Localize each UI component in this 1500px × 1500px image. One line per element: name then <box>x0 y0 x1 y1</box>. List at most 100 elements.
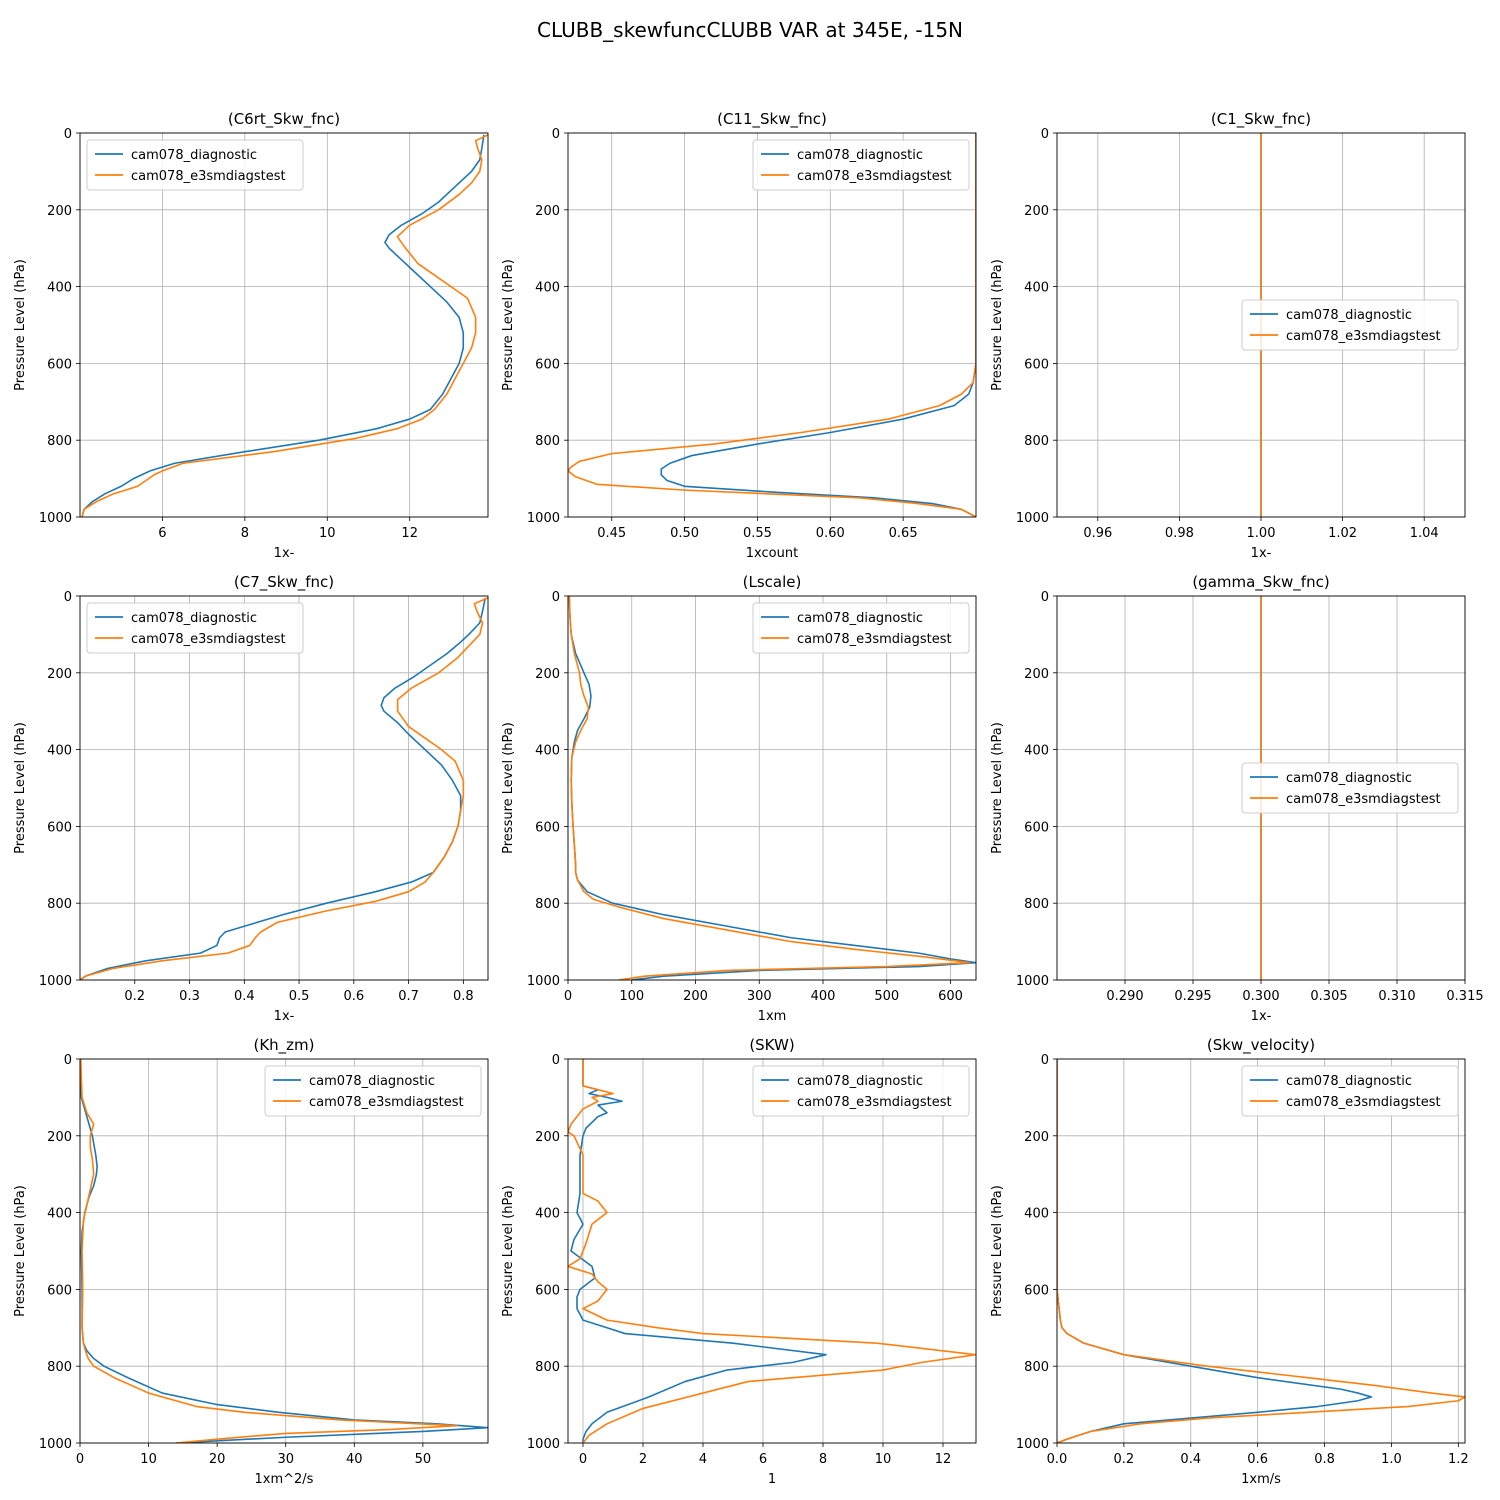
legend-label-1: cam078_diagnostic <box>1286 308 1412 323</box>
series-group <box>80 1059 488 1443</box>
x-tick-label: 40 <box>346 1452 363 1467</box>
series-line-2 <box>80 1059 458 1443</box>
x-axis-label: 1xm <box>758 1009 787 1024</box>
y-tick-label: 0 <box>64 127 72 142</box>
legend-label-2: cam078_e3smdiagstest <box>797 169 952 184</box>
y-tick-label: 200 <box>47 204 72 219</box>
legend-label-2: cam078_e3smdiagstest <box>797 632 952 647</box>
x-tick-label: 2 <box>639 1452 647 1467</box>
series-line-1 <box>80 597 487 980</box>
x-axis-label: 1 <box>768 1472 776 1487</box>
x-tick-label: 0.6 <box>1247 1452 1268 1467</box>
x-axis-label: 1x- <box>1251 546 1272 561</box>
panel-title: (Kh_zm) <box>253 1036 314 1055</box>
legend: cam078_diagnostic cam078_e3smdiagstest <box>752 1065 970 1117</box>
series-line-2 <box>80 597 488 980</box>
y-tick-label: 400 <box>1024 1207 1049 1222</box>
x-tick-label: 0.8 <box>453 989 474 1004</box>
x-tick-label: 0.3 <box>179 989 200 1004</box>
panel-title: (C6rt_Skw_fnc) <box>228 110 340 129</box>
x-tick-label: 1.2 <box>1448 1452 1469 1467</box>
y-tick-label: 1000 <box>527 1437 560 1452</box>
x-tick-label: 0.295 <box>1174 989 1211 1004</box>
legend-frame <box>1241 762 1459 814</box>
legend-label-2: cam078_e3smdiagstest <box>1286 792 1441 807</box>
legend: cam078_diagnostic cam078_e3smdiagstest <box>86 139 304 191</box>
series-group <box>81 134 488 517</box>
y-tick-label: 600 <box>1024 820 1049 835</box>
legend-label-2: cam078_e3smdiagstest <box>309 1095 464 1110</box>
panel-1: 6 8 10 12 0 200 400 600 800 1000 (C6rt_Skw_fnc) 1x-… <box>13 110 489 561</box>
x-tick-label: 1.02 <box>1328 526 1357 541</box>
figure-title: CLUBB_skewfuncCLUBB VAR at 345E, -15N <box>537 18 963 42</box>
x-tick-label: 1.04 <box>1410 526 1439 541</box>
legend-label-1: cam078_diagnostic <box>797 1074 923 1089</box>
legend-label-1: cam078_diagnostic <box>1286 1074 1412 1089</box>
panel-8: 0 2 4 6 8 10 12 0 200 400 600 800 1000 (SKW) 1 Pressure… <box>501 1036 977 1487</box>
y-axis-label: Pressure Level (hPa) <box>501 259 516 391</box>
legend-frame <box>86 139 304 191</box>
x-tick-label: 500 <box>874 989 899 1004</box>
series-group <box>80 597 488 980</box>
x-tick-label: 8 <box>819 1452 827 1467</box>
y-tick-label: 800 <box>47 897 72 912</box>
x-tick-label: 0 <box>76 1452 84 1467</box>
legend-frame <box>1241 299 1459 351</box>
panel-2: 0.45 0.50 0.55 0.60 0.65 0 200 400 600 800 1000 (C1… <box>501 110 977 561</box>
x-axis-label: 1xcount <box>746 546 798 561</box>
x-tick-label: 0.6 <box>343 989 364 1004</box>
x-axis-label: 1x- <box>1251 1009 1272 1024</box>
y-tick-label: 800 <box>1024 434 1049 449</box>
x-tick-label: 0.50 <box>670 526 699 541</box>
legend-label-2: cam078_e3smdiagstest <box>797 1095 952 1110</box>
x-tick-label: 1.00 <box>1247 526 1276 541</box>
y-tick-label: 0 <box>1041 1053 1049 1068</box>
panel-7: 0 10 20 30 40 50 0 200 400 600 800 1000 (Kh_zm) 1xm^2… <box>13 1036 489 1487</box>
panel-title: (gamma_Skw_fnc) <box>1192 573 1329 592</box>
y-tick-label: 400 <box>47 281 72 296</box>
legend-label-1: cam078_diagnostic <box>797 611 923 626</box>
panel-3: 0.96 0.98 1.00 1.02 1.04 0 200 400 600 800 1000 (C1… <box>990 110 1466 561</box>
panel-title: (Skw_velocity) <box>1207 1036 1315 1055</box>
y-tick-label: 1000 <box>1016 1437 1049 1452</box>
y-axis-label: Pressure Level (hPa) <box>13 1185 28 1317</box>
y-tick-label: 200 <box>1024 204 1049 219</box>
y-axis-label: Pressure Level (hPa) <box>990 1185 1005 1317</box>
x-tick-label: 300 <box>747 989 772 1004</box>
panel-5: 0 100 200 300 400 500 600 0 200 400 600 800 1000 (Lsc… <box>501 573 977 1024</box>
y-axis-label: Pressure Level (hPa) <box>501 1185 516 1317</box>
axes-frame <box>567 132 977 518</box>
x-tick-label: 0.310 <box>1378 989 1415 1004</box>
legend-label-1: cam078_diagnostic <box>797 148 923 163</box>
legend-label-1: cam078_diagnostic <box>1286 771 1412 786</box>
y-tick-label: 0 <box>1041 127 1049 142</box>
series-line-2 <box>81 134 488 517</box>
x-tick-label: 0.55 <box>743 526 772 541</box>
y-tick-label: 400 <box>47 744 72 759</box>
y-tick-label: 600 <box>1024 1283 1049 1298</box>
y-tick-label: 400 <box>1024 281 1049 296</box>
axes-frame <box>79 1058 489 1444</box>
y-tick-label: 1000 <box>527 974 560 989</box>
y-tick-label: 1000 <box>1016 511 1049 526</box>
x-tick-label: 1.0 <box>1381 1452 1402 1467</box>
y-tick-label: 1000 <box>39 974 72 989</box>
legend-frame <box>264 1065 482 1117</box>
legend-frame <box>752 1065 970 1117</box>
legend: cam078_diagnostic cam078_e3smdiagstest <box>1241 762 1459 814</box>
y-tick-label: 1000 <box>1016 974 1049 989</box>
x-tick-label: 0.45 <box>597 526 626 541</box>
y-tick-label: 800 <box>535 1360 560 1375</box>
y-axis-label: Pressure Level (hPa) <box>13 259 28 391</box>
x-tick-label: 200 <box>683 989 708 1004</box>
x-axis-label: 1x- <box>274 546 295 561</box>
series-line-2 <box>1057 1059 1465 1443</box>
legend: cam078_diagnostic cam078_e3smdiagstest <box>752 602 970 654</box>
y-tick-label: 600 <box>535 820 560 835</box>
y-tick-label: 800 <box>1024 1360 1049 1375</box>
y-tick-label: 0 <box>552 590 560 605</box>
y-tick-label: 0 <box>552 1053 560 1068</box>
y-tick-label: 200 <box>47 1130 72 1145</box>
x-axis-label: 1xm^2/s <box>255 1472 314 1487</box>
y-tick-label: 600 <box>47 357 72 372</box>
